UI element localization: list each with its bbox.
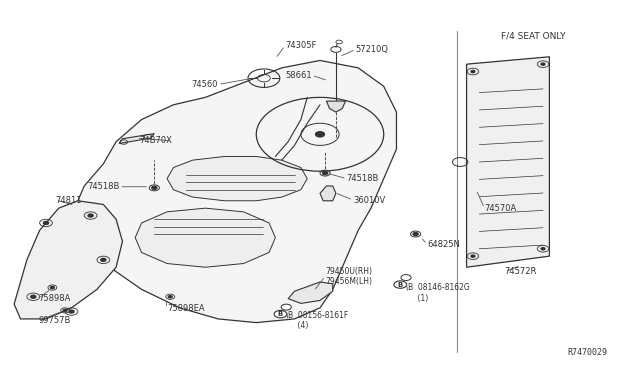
Circle shape <box>69 310 74 313</box>
Polygon shape <box>72 61 396 323</box>
Text: 79450U(RH)
79456M(LH): 79450U(RH) 79456M(LH) <box>325 267 372 286</box>
Text: 74305F: 74305F <box>285 41 316 50</box>
Text: 64825N: 64825N <box>427 240 460 249</box>
Text: 74518B: 74518B <box>347 174 379 183</box>
Circle shape <box>168 296 172 298</box>
Circle shape <box>152 186 157 189</box>
Circle shape <box>281 304 291 310</box>
Text: B  08156-8161F
    (4): B 08156-8161F (4) <box>288 311 348 330</box>
Circle shape <box>394 281 406 288</box>
Text: 57210Q: 57210Q <box>356 45 388 54</box>
Circle shape <box>541 248 545 250</box>
Text: B: B <box>397 282 403 288</box>
Polygon shape <box>119 134 154 144</box>
Circle shape <box>88 214 93 217</box>
Text: 58661: 58661 <box>285 71 312 80</box>
Circle shape <box>31 295 36 298</box>
Text: F/4 SEAT ONLY: F/4 SEAT ONLY <box>501 32 566 41</box>
Text: 99757B: 99757B <box>38 316 71 325</box>
Text: 74B70X: 74B70X <box>140 137 172 145</box>
Text: 74811: 74811 <box>56 196 82 205</box>
Text: 74518B: 74518B <box>87 182 119 191</box>
Circle shape <box>323 171 328 174</box>
Text: 74572R: 74572R <box>505 267 537 276</box>
Polygon shape <box>288 282 333 304</box>
Polygon shape <box>320 186 336 201</box>
Text: 75898EA: 75898EA <box>167 304 205 313</box>
Text: 74570A: 74570A <box>484 203 516 213</box>
Text: 75898A: 75898A <box>38 294 71 303</box>
Polygon shape <box>14 201 122 319</box>
Text: 74560: 74560 <box>191 80 218 89</box>
Circle shape <box>63 310 67 311</box>
Circle shape <box>44 221 49 224</box>
Circle shape <box>541 63 545 65</box>
Polygon shape <box>135 208 275 267</box>
Polygon shape <box>326 101 346 112</box>
Circle shape <box>471 70 475 73</box>
Text: B: B <box>278 311 283 317</box>
Text: 36010V: 36010V <box>353 196 385 205</box>
Circle shape <box>316 132 324 137</box>
Polygon shape <box>467 57 549 267</box>
Circle shape <box>100 259 106 261</box>
Text: B  08146-8162G
    (1): B 08146-8162G (1) <box>408 283 470 303</box>
Polygon shape <box>167 157 307 201</box>
Circle shape <box>471 255 475 257</box>
Circle shape <box>413 232 418 235</box>
Circle shape <box>51 286 54 289</box>
Circle shape <box>274 310 287 318</box>
Text: R7470029: R7470029 <box>568 348 607 357</box>
